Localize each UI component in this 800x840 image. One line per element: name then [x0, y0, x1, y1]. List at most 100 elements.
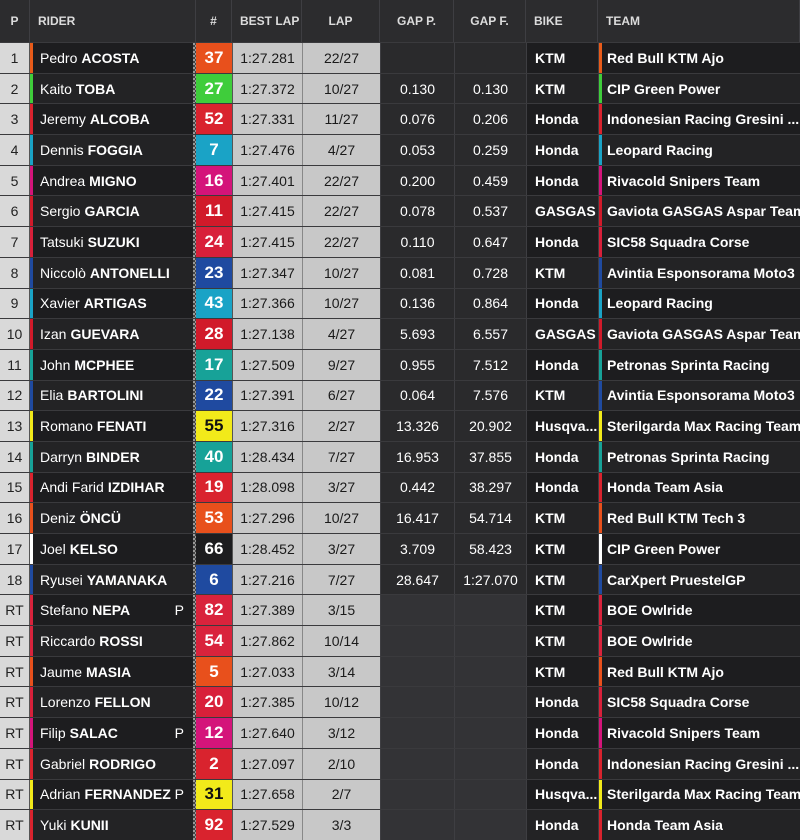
header-team[interactable]: TEAM — [598, 0, 800, 42]
team-cell: SIC58 Squadra Corse — [598, 227, 800, 257]
gap-first-cell — [454, 779, 526, 810]
rider-cell[interactable]: Jaume MASIA — [30, 656, 196, 687]
team-cell: Avintia Esponsorama Moto3 — [598, 257, 800, 288]
position-cell: 16 — [0, 503, 30, 533]
table-row[interactable]: RT Stefano NEPA P 82 1:27.389 3/15 KTM BOE Owlri… — [0, 594, 800, 626]
table-row[interactable]: 7 Tatsuki SUZUKI 24 1:27.415 22/27 0.110 0.647 H… — [0, 226, 800, 257]
gap-first-cell: 0.647 — [454, 227, 526, 257]
gap-first-cell — [454, 810, 526, 840]
rider-first-name: Pedro — [40, 49, 78, 66]
table-row[interactable]: 18 Ryusei YAMANAKA 6 1:27.216 7/27 28.647 1:27.… — [0, 563, 800, 595]
table-row[interactable]: RT Riccardo ROSSI 54 1:27.862 10/14 KTM BOE Owl… — [0, 625, 800, 656]
table-row[interactable]: 10 Izan GUEVARA 28 1:27.138 4/27 5.693 6.557 GAS… — [0, 318, 800, 349]
bike-cell: KTM — [526, 564, 598, 595]
header-lap[interactable]: LAP — [302, 0, 380, 42]
rider-cell[interactable]: Stefano NEPA P — [30, 595, 196, 625]
table-row[interactable]: 14 Darryn BINDER 40 1:28.434 7/27 16.953 37.855… — [0, 440, 800, 472]
rider-cell[interactable]: Andi Farid IZDIHAR — [30, 472, 196, 503]
table-row[interactable]: RT Adrian FERNANDEZ P 31 1:27.658 2/7 Husqva...… — [0, 778, 800, 810]
table-row[interactable]: 13 Romano FENATI 55 1:27.316 2/27 13.326 20.902… — [0, 410, 800, 441]
rider-cell[interactable]: Filip SALAC P — [30, 718, 196, 748]
rider-number-badge: 11 — [196, 196, 232, 227]
position-cell: 2 — [0, 73, 30, 104]
rider-cell[interactable]: Adrian FERNANDEZ P — [30, 779, 196, 810]
table-row[interactable]: 11 John MCPHEE 17 1:27.509 9/27 0.955 7.512 Hond… — [0, 348, 800, 380]
rider-cell[interactable]: Pedro ACOSTA — [30, 43, 196, 73]
table-row[interactable]: 4 Dennis FOGGIA 7 1:27.476 4/27 0.053 0.259 Hond… — [0, 134, 800, 165]
rider-cell[interactable]: Yuki KUNII — [30, 810, 196, 840]
rider-cell[interactable]: Riccardo ROSSI — [30, 626, 196, 656]
rider-cell[interactable]: Jeremy ALCOBA — [30, 104, 196, 134]
best-lap-cell: 1:27.372 — [232, 73, 302, 104]
lap-cell: 2/27 — [302, 411, 380, 441]
table-row[interactable]: 2 Kaito TOBA 27 1:27.372 10/27 0.130 0.130 KTM CI… — [0, 72, 800, 104]
header-gap-previous[interactable]: GAP P. — [380, 0, 454, 42]
table-row[interactable]: RT Filip SALAC P 12 1:27.640 3/12 Honda Rivacold… — [0, 717, 800, 748]
rider-cell[interactable]: Romano FENATI — [30, 411, 196, 441]
rider-cell[interactable]: John MCPHEE — [30, 349, 196, 380]
bike-cell: Honda — [526, 104, 598, 135]
table-row[interactable]: 8 Niccolò ANTONELLI 23 1:27.347 10/27 0.081 0.7… — [0, 256, 800, 288]
table-row[interactable]: 12 Elia BARTOLINI 22 1:27.391 6/27 0.064 7.576 K… — [0, 379, 800, 411]
table-row[interactable]: 9 Xavier ARTIGAS 43 1:27.366 10/27 0.136 0.864 H… — [0, 287, 800, 319]
rider-last-name: ÖNCÜ — [79, 510, 122, 527]
rider-cell[interactable]: Darryn BINDER — [30, 441, 196, 472]
rider-cell[interactable]: Andrea MIGNO — [30, 165, 196, 196]
rider-cell[interactable]: Tatsuki SUZUKI — [30, 227, 196, 257]
rider-cell[interactable]: Elia BARTOLINI — [30, 380, 196, 411]
rider-cell[interactable]: Deniz ÖNCÜ — [30, 503, 196, 533]
table-row[interactable]: 6 Sergio GARCIA 11 1:27.415 22/27 0.078 0.537 GA… — [0, 195, 800, 227]
position-cell: 14 — [0, 441, 30, 472]
header-gap-first[interactable]: GAP F. — [454, 0, 526, 42]
table-row[interactable]: 16 Deniz ÖNCÜ 53 1:27.296 10/27 16.417 54.714 KT… — [0, 502, 800, 533]
table-row[interactable]: RT Yuki KUNII 92 1:27.529 3/3 Honda Honda Team … — [0, 809, 800, 840]
rider-first-name: Joel — [40, 540, 66, 557]
best-lap-cell: 1:27.281 — [232, 43, 302, 73]
table-row[interactable]: 3 Jeremy ALCOBA 52 1:27.331 11/27 0.076 0.206 Ho… — [0, 103, 800, 135]
rider-cell[interactable]: Kaito TOBA — [30, 73, 196, 104]
rider-first-name: Adrian — [40, 786, 81, 803]
rider-cell[interactable]: Niccolò ANTONELLI — [30, 257, 196, 288]
rider-first-name: Filip — [40, 724, 66, 741]
lap-cell: 3/15 — [302, 595, 380, 626]
rider-first-name: Kaito — [40, 80, 72, 97]
position-cell: 12 — [0, 380, 30, 411]
rider-cell[interactable]: Sergio GARCIA — [30, 196, 196, 226]
best-lap-cell: 1:27.391 — [232, 380, 302, 411]
rider-cell[interactable]: Lorenzo FELLON — [30, 687, 196, 717]
gap-previous-cell — [380, 779, 454, 810]
bike-cell: KTM — [526, 257, 598, 288]
table-row[interactable]: 17 Joel KELSO 66 1:28.452 3/27 3.709 58.423 KTM C… — [0, 533, 800, 564]
rider-last-name: MCPHEE — [74, 356, 135, 373]
rider-cell[interactable]: Izan GUEVARA — [30, 319, 196, 349]
rider-first-name: Andrea — [40, 172, 86, 189]
rider-cell[interactable]: Gabriel RODRIGO — [30, 748, 196, 779]
bike-cell: Honda — [526, 748, 598, 779]
rider-cell[interactable]: Xavier ARTIGAS — [30, 288, 196, 319]
rider-last-name: TOBA — [75, 80, 116, 97]
rider-cell[interactable]: Ryusei YAMANAKA — [30, 564, 196, 595]
rider-number-badge: 27 — [196, 73, 232, 104]
header-number[interactable]: # — [196, 0, 232, 42]
rider-cell[interactable]: Joel KELSO — [30, 534, 196, 564]
bike-cell: Honda — [526, 349, 598, 380]
table-row[interactable]: RT Lorenzo FELLON 20 1:27.385 10/12 Honda SIC58… — [0, 686, 800, 718]
rider-cell[interactable]: Dennis FOGGIA — [30, 135, 196, 165]
bike-cell: KTM — [526, 656, 598, 687]
team-cell: Rivacold Snipers Team — [598, 718, 800, 748]
table-row[interactable]: 1 Pedro ACOSTA 37 1:27.281 22/27 KTM Red Bull K… — [0, 42, 800, 73]
table-row[interactable]: 15 Andi Farid IZDIHAR 19 1:28.098 3/27 0.442 38… — [0, 471, 800, 503]
table-row[interactable]: RT Jaume MASIA 5 1:27.033 3/14 KTM Red Bull KTM… — [0, 655, 800, 687]
rider-number-badge: 2 — [196, 748, 232, 779]
header-best-lap[interactable]: BEST LAP — [232, 0, 302, 42]
header-position[interactable]: P — [0, 0, 30, 42]
rider-last-name: MIGNO — [89, 172, 137, 189]
position-cell: 13 — [0, 411, 30, 441]
header-bike[interactable]: BIKE — [526, 0, 598, 42]
lap-cell: 22/27 — [302, 165, 380, 196]
table-row[interactable]: 5 Andrea MIGNO 16 1:27.401 22/27 0.200 0.459 Hon… — [0, 164, 800, 196]
position-cell: RT — [0, 718, 30, 748]
header-rider[interactable]: RIDER — [30, 0, 196, 42]
gap-previous-cell: 0.110 — [380, 227, 454, 257]
table-row[interactable]: RT Gabriel RODRIGO 2 1:27.097 2/10 Honda Indone… — [0, 747, 800, 779]
